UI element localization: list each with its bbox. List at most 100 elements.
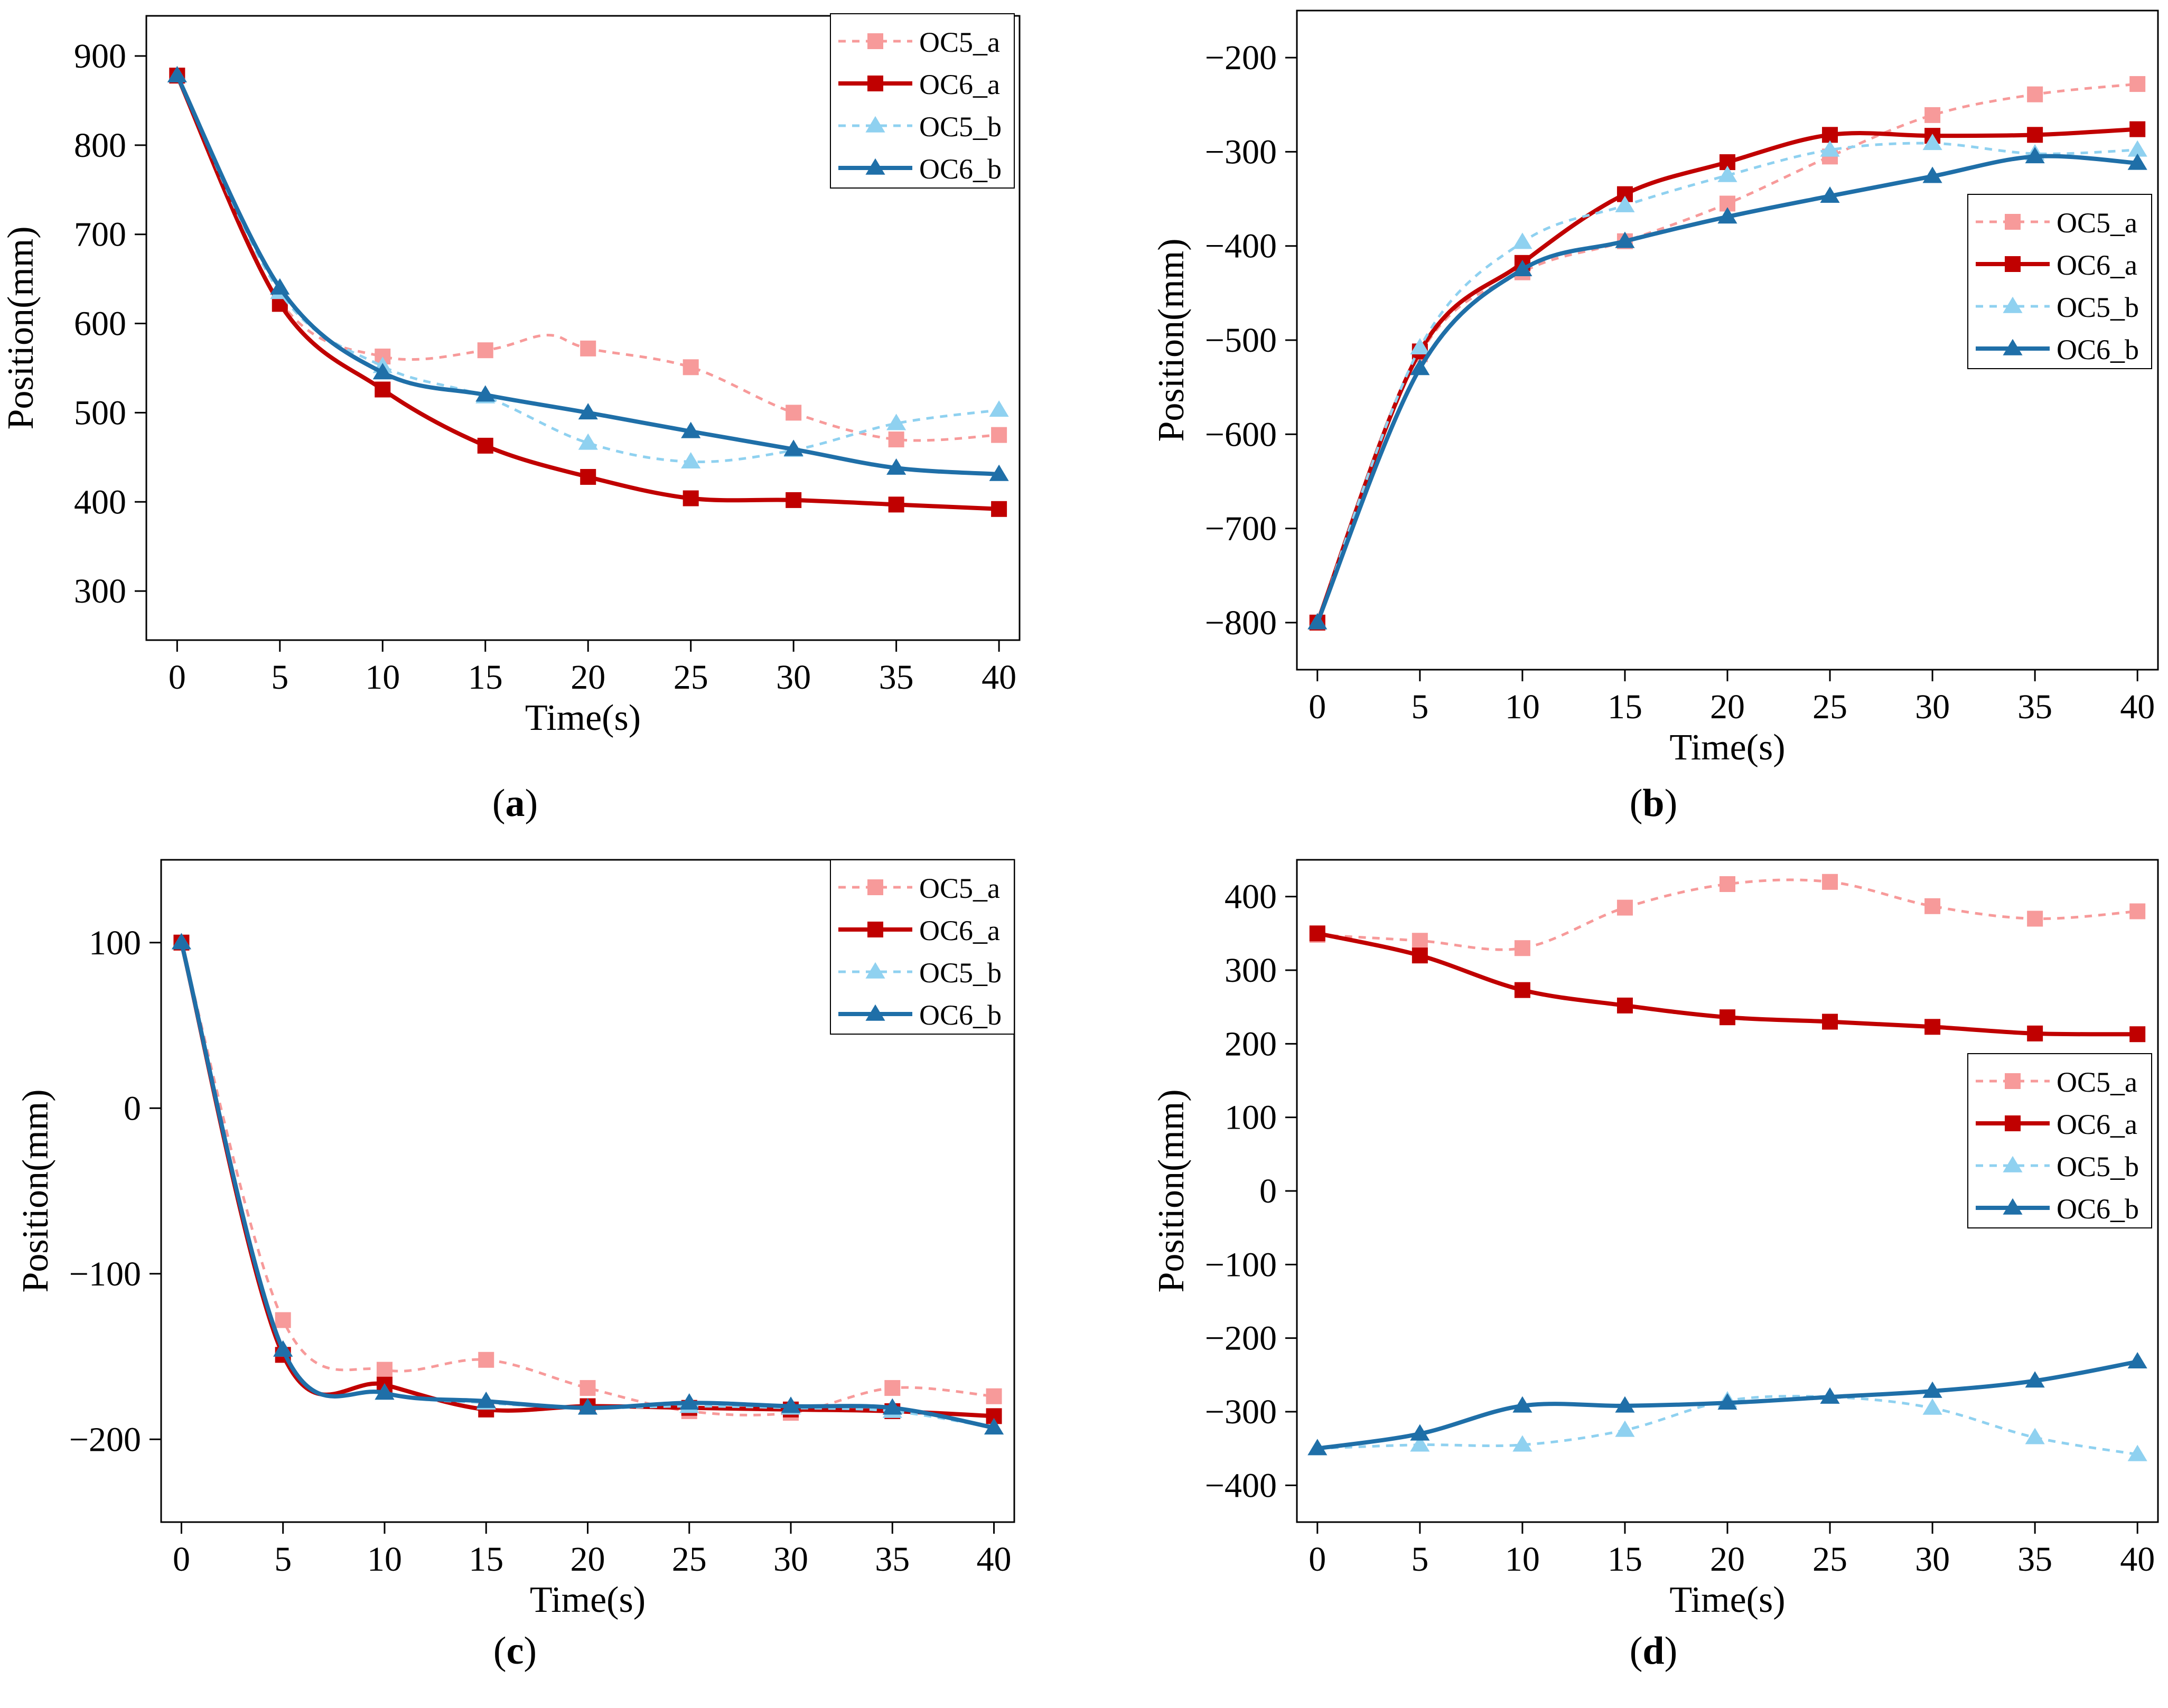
data-point-OC6_a (1412, 947, 1428, 964)
x-tick-label: 0 (1309, 1540, 1326, 1579)
x-tick-label: 0 (1309, 688, 1326, 726)
x-tick-label: 35 (875, 1540, 910, 1579)
data-point-OC5_a (1514, 940, 1530, 956)
legend-label-OC6_b: OC6_b (919, 153, 1002, 185)
legend-label-OC6_a: OC6_a (2057, 249, 2137, 281)
legend-label-OC5_b: OC5_b (919, 111, 1002, 143)
data-point-OC6_b (2025, 147, 2045, 164)
legend-marker-OC6_a (2005, 256, 2021, 272)
data-point-OC6_a (580, 468, 596, 485)
data-point-OC6_b (375, 1383, 395, 1400)
legend-marker-OC5_a (2005, 1073, 2021, 1089)
data-point-OC5_a (1412, 933, 1428, 949)
x-axis-label: Time(s) (530, 1580, 646, 1620)
legend-marker-OC6_b (865, 158, 885, 175)
data-point-OC5_a (1822, 874, 1838, 890)
data-point-OC6_b (1512, 260, 1532, 277)
legend-label-OC5_b: OC5_b (2057, 292, 2139, 323)
y-tick-label: −200 (1205, 1319, 1277, 1358)
data-point-OC6_a (2027, 127, 2043, 143)
y-tick-label: −200 (69, 1420, 141, 1459)
data-point-OC6_b (1410, 359, 1430, 376)
x-tick-label: 15 (1608, 1540, 1642, 1579)
y-axis-label: Position(mm) (1, 226, 41, 429)
data-point-OC5_a (478, 1352, 494, 1368)
data-point-OC5_a (888, 431, 904, 448)
y-tick-label: 700 (74, 215, 126, 254)
data-point-OC5_a (884, 1380, 901, 1396)
chart-panel-a: 0 5 10 15 20 25 30 35 40 300 400 500 600 700 800 900 Tim… (1, 13, 1021, 825)
data-point-OC6_b (681, 421, 701, 438)
panel-caption: (d) (1630, 1629, 1677, 1673)
x-tick-label: 40 (2120, 688, 2155, 726)
data-point-OC6_b (1922, 166, 1942, 183)
legend-label-OC6_b: OC6_b (2057, 1193, 2139, 1225)
data-point-OC6_b (679, 1393, 699, 1410)
series-OC6_b (167, 65, 1009, 481)
data-point-OC6_b (2127, 1352, 2147, 1369)
data-point-OC6_b (984, 1418, 1004, 1435)
x-tick-label: 10 (367, 1540, 402, 1579)
x-tick-label: 10 (1505, 1540, 1540, 1579)
x-tick-label: 10 (1505, 688, 1540, 726)
y-tick-label: 800 (74, 126, 126, 165)
legend-box (1967, 1053, 2152, 1228)
data-point-OC6_b (578, 403, 598, 420)
data-point-OC5_b (578, 433, 598, 450)
data-point-OC5_a (986, 1388, 1002, 1404)
data-point-OC6_b (882, 1398, 902, 1415)
data-point-OC6_b (577, 1398, 598, 1415)
y-tick-label: −600 (1205, 415, 1277, 454)
data-point-OC6_b (1512, 1396, 1532, 1413)
legend-marker-OC6_b (2003, 339, 2023, 355)
y-axis-label: Position(mm) (1151, 1089, 1192, 1292)
data-point-OC5_a (1924, 898, 1941, 914)
data-point-OC5_b (886, 414, 907, 430)
series-OC6_a (1309, 925, 2146, 1043)
data-point-OC6_b (167, 65, 187, 82)
data-point-OC5_a (1924, 107, 1941, 123)
series-OC6_b (171, 933, 1004, 1435)
y-tick-label: 300 (1225, 951, 1277, 990)
x-tick-label: 5 (274, 1540, 292, 1579)
series-OC5_a (1309, 874, 2146, 956)
y-tick-label: −800 (1205, 604, 1277, 642)
data-point-OC6_b (1717, 207, 1737, 224)
legend-marker-OC6_a (2005, 1115, 2021, 1131)
legend-label-OC6_b: OC6_b (919, 999, 1002, 1031)
x-tick-label: 35 (2017, 1540, 2052, 1579)
legend-label-OC5_a: OC5_a (2057, 1066, 2137, 1098)
data-point-OC6_b (475, 385, 496, 402)
data-point-OC5_b (2025, 1428, 2045, 1444)
x-tick-label: 20 (1710, 688, 1745, 726)
data-point-OC5_a (683, 359, 699, 376)
y-tick-label: −200 (1205, 39, 1277, 77)
data-point-OC5_b (681, 452, 701, 469)
data-point-OC6_b (372, 363, 393, 380)
data-point-OC6_b (781, 1396, 801, 1413)
y-tick-label: 100 (89, 924, 141, 962)
x-tick-label: 20 (571, 658, 605, 697)
data-point-OC5_a (376, 1362, 393, 1378)
data-point-OC5_a (2027, 911, 2043, 927)
data-point-OC5_a (2129, 903, 2146, 919)
data-point-OC6_b (1410, 1424, 1430, 1441)
data-point-OC5_a (991, 427, 1007, 443)
y-tick-label: 0 (124, 1089, 141, 1128)
legend-marker-OC5_b (865, 962, 885, 979)
x-tick-label: 40 (982, 658, 1016, 697)
x-tick-label: 5 (1411, 688, 1428, 726)
y-tick-label: −400 (1205, 1466, 1277, 1505)
y-tick-label: 200 (1225, 1025, 1277, 1063)
chart-panel-d: 0 5 10 15 20 25 30 35 40 −400 −300 −200 −100 0 100 200 3… (1151, 859, 2159, 1673)
x-tick-label: 25 (1812, 688, 1847, 726)
x-tick-label: 30 (776, 658, 811, 697)
data-point-OC6_b (1307, 613, 1328, 630)
legend-label-OC6_a: OC6_a (2057, 1109, 2137, 1140)
legend-marker-OC5_a (867, 33, 883, 49)
legend: OC5_a OC6_a OC5_b OC6_b (1967, 194, 2152, 369)
y-tick-label: −100 (1205, 1245, 1277, 1284)
data-point-OC6_b (886, 458, 907, 475)
x-axis-label: Time(s) (525, 698, 641, 738)
